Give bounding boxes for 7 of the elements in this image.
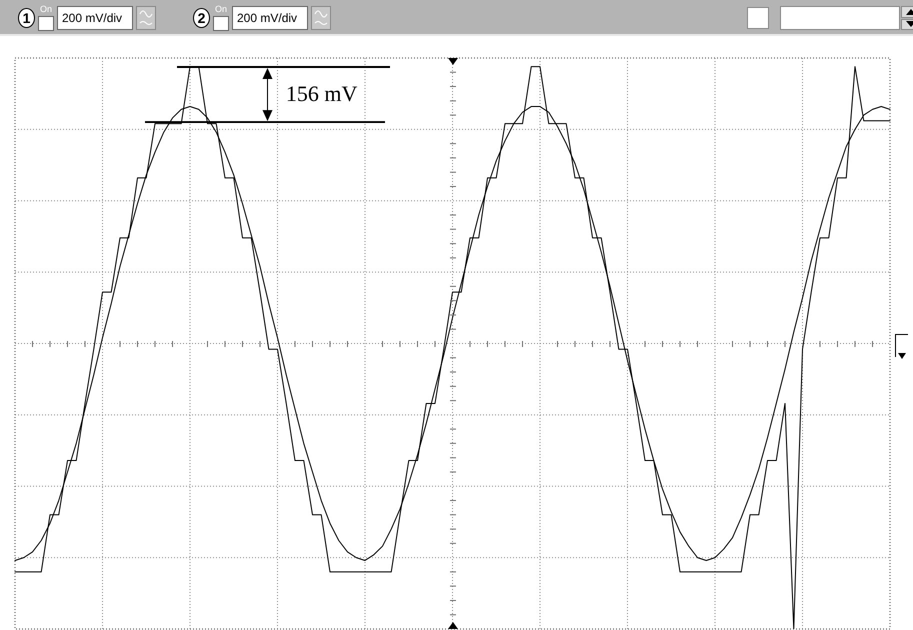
text: 2 [193,8,210,28]
text: On [40,4,52,14]
annotation: 156 mV [286,80,358,107]
text: 200 mV/div [57,6,133,30]
text: 1 [18,8,35,28]
text: On [215,4,228,14]
text: 200 mV/div [232,6,308,30]
